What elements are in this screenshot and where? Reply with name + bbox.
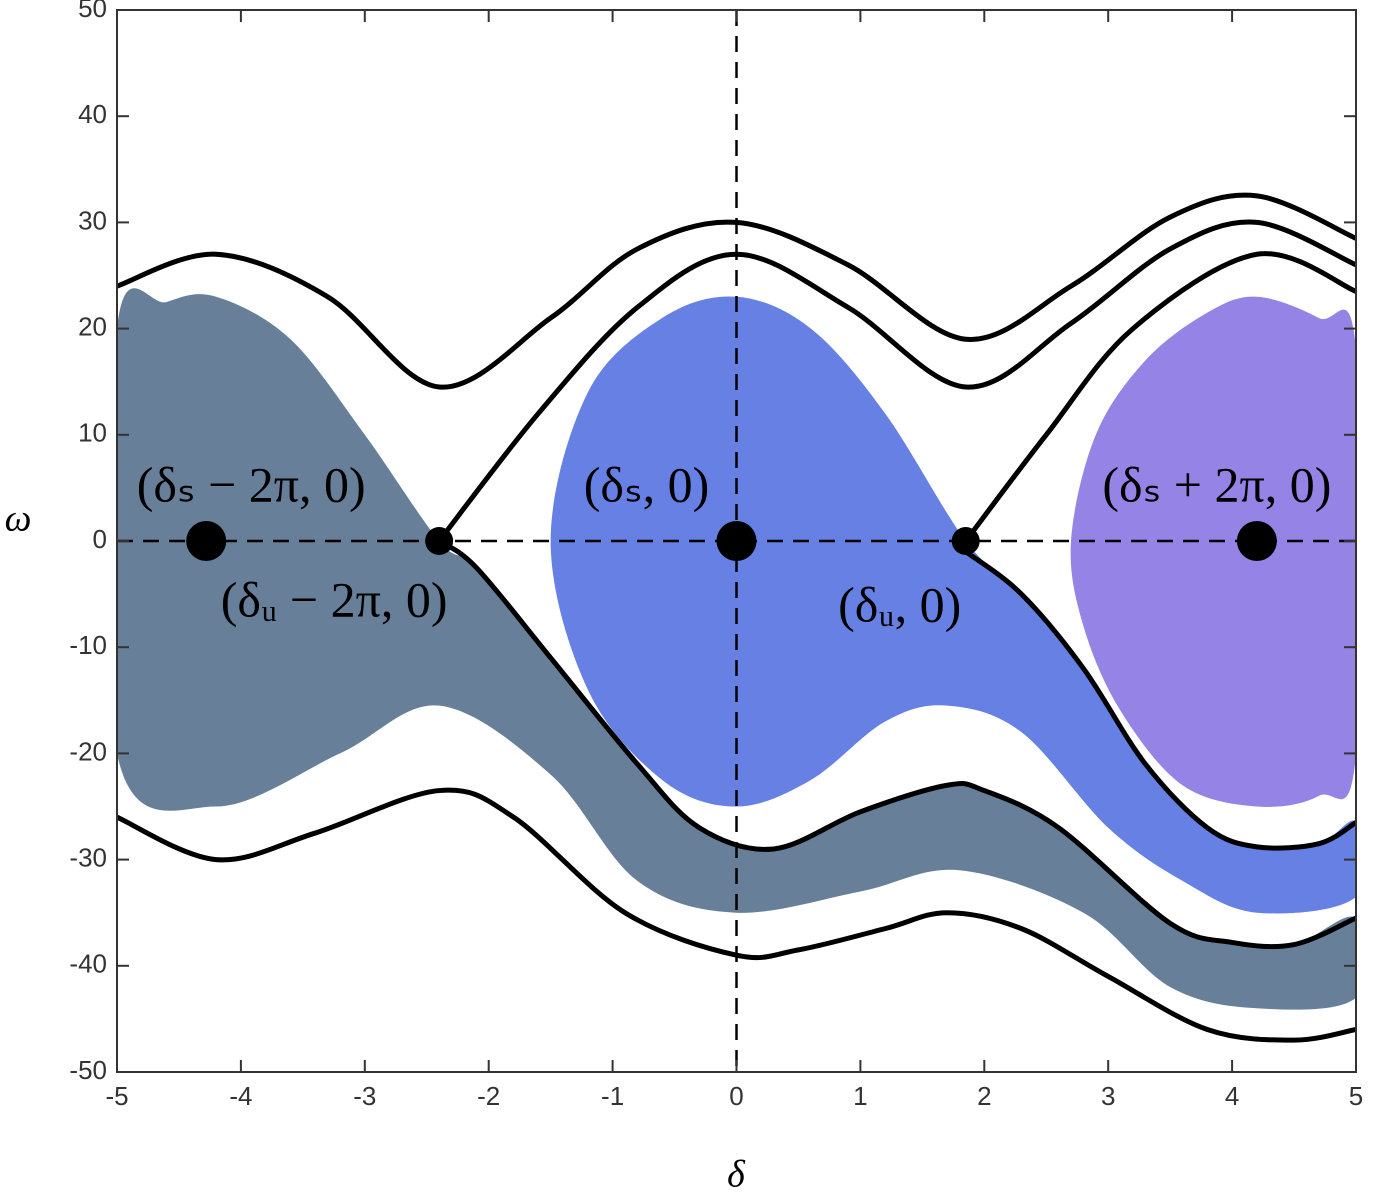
equilibrium-point: [186, 521, 227, 561]
x-tick-label: 5: [1349, 1081, 1363, 1111]
x-tick-label: -2: [477, 1081, 500, 1111]
x-tick-label: 1: [853, 1081, 867, 1111]
y-tick-label: -10: [69, 630, 107, 660]
point-label: (δₛ, 0): [584, 456, 710, 512]
point-label: (δᵤ, 0): [838, 576, 961, 632]
equilibrium-point: [951, 527, 980, 555]
point-label: (δᵤ − 2π, 0): [221, 571, 448, 627]
region: [550, 296, 1356, 914]
point-label: (δₛ + 2π, 0): [1102, 456, 1331, 512]
y-tick-label: -20: [69, 736, 107, 766]
equilibrium-point: [716, 521, 757, 561]
trajectory: [117, 192, 1356, 390]
y-tick-label: 0: [93, 524, 107, 554]
trajectory: [964, 549, 1356, 851]
x-tick-label: 0: [729, 1081, 743, 1111]
x-tick-label: -4: [229, 1081, 252, 1111]
y-tick-label: 30: [78, 205, 107, 235]
point-label: (δₛ − 2π, 0): [137, 456, 366, 512]
x-tick-label: -1: [601, 1081, 624, 1111]
x-tick-label: -5: [105, 1081, 128, 1111]
y-tick-label: 10: [78, 418, 107, 448]
x-tick-label: 2: [977, 1081, 991, 1111]
trajectory: [437, 538, 1356, 950]
y-tick-label: 40: [78, 99, 107, 129]
y-tick-label: 50: [78, 0, 107, 23]
plot-area: [117, 10, 1356, 1072]
x-axis-label: δ: [727, 1154, 746, 1196]
region: [117, 288, 1356, 1010]
y-tick-label: -40: [69, 949, 107, 979]
equilibrium-point: [425, 527, 454, 555]
y-tick-label: 20: [78, 311, 107, 341]
region: [1070, 296, 1356, 807]
x-tick-label: -3: [353, 1081, 376, 1111]
trajectory: [963, 251, 1356, 543]
x-tick-label: 3: [1101, 1081, 1115, 1111]
equilibrium-point: [1236, 521, 1277, 561]
y-tick-label: -30: [69, 842, 107, 872]
trajectory: [117, 787, 1356, 1043]
x-tick-label: 4: [1225, 1081, 1239, 1111]
y-tick-label: -50: [69, 1055, 107, 1085]
y-axis-label: ω: [5, 498, 32, 540]
trajectory: [437, 219, 1356, 543]
